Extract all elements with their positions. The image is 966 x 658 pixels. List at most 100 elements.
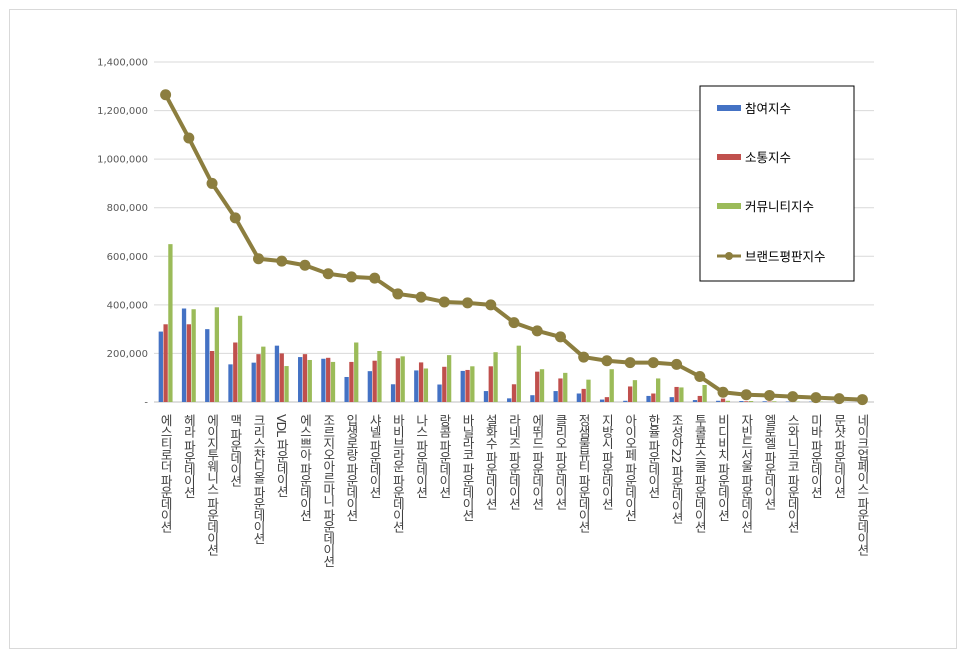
bar-1 [739,401,744,402]
line-point [322,268,334,280]
y-tick-label: 1,400,000 [97,58,148,69]
x-tick-label: 헤라 파운데이션 [181,414,196,498]
line-point [763,389,775,401]
bar-3 [237,315,243,402]
bar-3 [214,307,220,402]
bar-2 [279,353,284,402]
line-point [810,392,822,404]
bar-1 [344,376,349,402]
x-axis: 에스티로더 파운데이션 헤라 파운데이션 에이지투웨니스 파운데이션 맥 파운데이션 크… [158,414,870,567]
legend-swatch [717,154,741,160]
line-point [345,271,357,283]
line-point [253,253,265,265]
bar-2 [674,386,679,402]
bar-1 [692,400,698,402]
bar-1 [274,345,280,402]
bar-1 [158,331,163,402]
x-tick-label: 에스티로더 파운데이션 [158,414,173,532]
line-point [485,299,497,311]
bar-3 [493,352,498,402]
line-point [833,393,845,405]
x-tick-label: 정샘물뷰티 파운데이션 [576,414,591,532]
line-point [624,357,636,369]
bar-3 [679,387,684,402]
legend-label: 참여지수 [745,101,791,116]
bar-3 [446,355,452,402]
y-tick-label: 1,000,000 [97,155,148,166]
x-tick-label: 한율 파운데이션 [646,414,661,498]
x-tick-label: 엘로엘 파운데이션 [762,414,777,509]
bar-3 [516,345,521,402]
y-tick-label: 400,000 [107,300,148,311]
bar-2 [395,358,401,402]
bar-2 [372,360,377,402]
bar-3 [539,369,545,402]
x-tick-label: 에스쁘아 파운데이션 [297,414,312,521]
x-tick-label: 자빈드서울 파운데이션 [739,414,754,532]
bar-2 [488,366,493,402]
bar-2 [535,371,540,402]
bar-1 [251,362,256,402]
bar-1 [483,391,489,402]
x-tick-label: 클리오 파운데이션 [553,414,568,509]
line-point [183,132,195,144]
line-point [508,317,520,329]
line-point [554,331,566,343]
x-tick-label: 라네즈 파운데이션 [507,414,522,509]
bar-1 [507,398,512,402]
line-point [206,177,218,189]
legend-swatch [717,203,741,209]
brand-reputation-chart: - 200,000 400,000 600,000 800,000 1,000,000 1,… [97,58,874,567]
bar-1 [669,397,674,402]
line-point [601,355,613,367]
legend-marker [725,252,733,260]
bar-3 [632,380,638,402]
line-point [740,389,752,401]
x-tick-label: 문샷 파운데이션 [832,414,847,498]
x-tick-label: 네이크업페이스 파운데이션 [855,414,870,555]
bar-1 [716,400,721,402]
x-tick-label: 지방시 파운데이션 [599,414,614,509]
x-tick-label: 스와니코코 파운데이션 [785,414,800,532]
line-point [299,259,311,271]
legend-label: 커뮤니티지수 [745,199,814,214]
bar-1 [367,371,372,402]
y-tick-label: - [144,398,148,409]
brand-index-line [160,89,868,406]
y-tick-label: 800,000 [107,203,148,214]
bar-1 [437,384,442,402]
bar-2 [581,388,586,402]
bar-2 [697,395,702,402]
bar-2 [326,357,331,402]
bar-3 [354,342,359,402]
x-tick-label: 바닐라코 파운데이션 [460,414,475,521]
chart-frame: - 200,000 400,000 600,000 800,000 1,000,000 1,… [9,9,957,649]
bar-3 [307,359,312,402]
x-tick-label: 크리스챤디올 파운데이션 [251,414,266,544]
bar-1 [228,364,233,402]
y-axis: - 200,000 400,000 600,000 800,000 1,000,000 1,… [97,58,148,409]
legend-label: 소통지수 [745,150,791,165]
bar-3 [168,244,173,402]
bar-2 [604,397,610,402]
bar-1 [623,400,628,402]
bar-1 [181,308,187,402]
bar-2 [465,369,470,402]
bar-2 [627,386,633,402]
bar-2 [418,362,424,402]
bar-2 [233,342,238,402]
x-tick-label: 아이오페 파운데이션 [623,414,638,521]
line-point [647,357,659,369]
line-point [369,272,381,284]
bar-3 [563,372,568,402]
y-tick-label: 1,200,000 [97,106,148,117]
bar-3 [725,400,730,402]
bar-2 [349,361,354,402]
bar-1 [414,370,419,402]
bar-1 [599,399,605,402]
line-point [856,394,868,406]
line-point [392,288,404,300]
legend-label: 브랜드평판지수 [745,249,826,264]
line-point [229,212,241,224]
